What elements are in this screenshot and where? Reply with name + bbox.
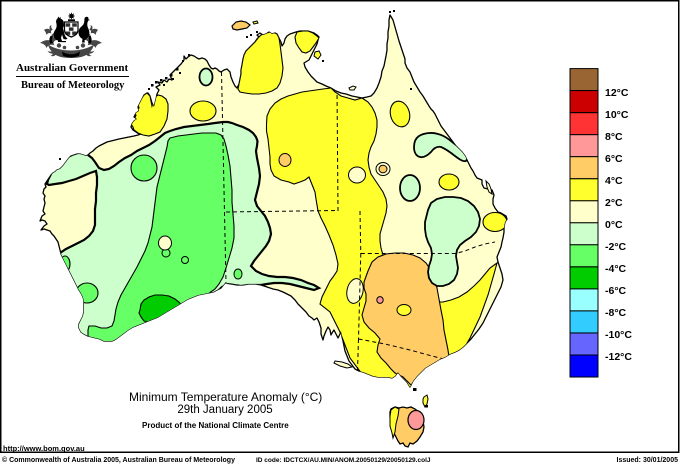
svg-text:-12°C: -12°C <box>605 351 632 363</box>
svg-text:0°C: 0°C <box>605 219 623 231</box>
svg-text:-8°C: -8°C <box>605 307 627 319</box>
svg-text:12°C: 12°C <box>605 87 629 99</box>
svg-text:-4°C: -4°C <box>605 263 627 275</box>
svg-text:2°C: 2°C <box>605 197 623 209</box>
svg-text:4°C: 4°C <box>605 175 623 187</box>
svg-text:-2°C: -2°C <box>605 241 627 253</box>
svg-text:-6°C: -6°C <box>605 285 627 297</box>
svg-text:-10°C: -10°C <box>605 329 632 341</box>
svg-text:8°C: 8°C <box>605 131 623 143</box>
svg-text:10°C: 10°C <box>605 109 629 121</box>
svg-text:6°C: 6°C <box>605 153 623 165</box>
